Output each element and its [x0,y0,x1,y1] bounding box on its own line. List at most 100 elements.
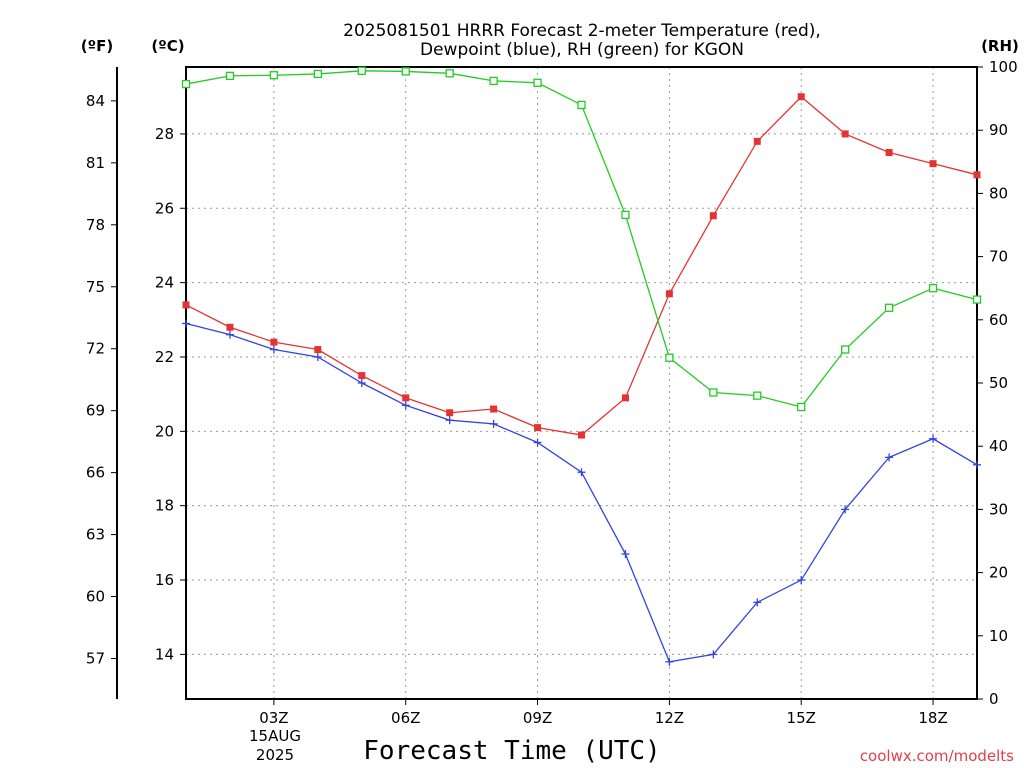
temperature-point [621,394,629,402]
rh-point [269,71,279,80]
dewpoint-point [489,419,498,428]
rh-point [577,100,586,110]
date-year-label: 2025 [256,746,294,764]
celsius-tick-label: 18 [155,497,174,515]
rh-point [533,78,542,87]
rh-tick-label: 50 [989,374,1008,392]
x-tick-label: 06Z [391,709,420,727]
temperature-point [358,372,366,380]
temperature-point [182,301,190,309]
dewpoint-point [885,453,894,462]
fahrenheit-tick-label: 75 [86,278,105,296]
dewpoint-point [401,401,410,410]
temperature-point [841,130,849,138]
rh-point [841,345,850,354]
axes [116,66,978,700]
temperature-point [929,160,937,168]
dewpoint-point [665,657,674,666]
dewpoint-point [973,460,981,469]
dewpoint-point [357,379,366,387]
temperature-point [665,290,673,298]
x-tick-label: 03Z [259,709,288,727]
x-tick-label: 15Z [787,709,816,727]
x-axis-title: Forecast Time (UTC) [363,736,660,766]
rh-tick-label: 10 [989,627,1008,645]
fahrenheit-tick-label: 81 [86,154,105,172]
fahrenheit-tick-label: 60 [86,588,105,606]
rh-point [665,353,674,362]
celsius-tick-label: 14 [155,645,174,663]
dewpoint-point [225,330,234,339]
dewpoint-point [753,598,762,607]
credit-label: coolwx.com/modelts [860,747,1014,765]
dewpoint-point [445,416,454,425]
date-day-label: 15AUG [249,727,301,745]
temperature-point [270,338,278,346]
x-tick-label: 09Z [523,709,552,727]
rh-tick-label: 90 [989,121,1008,139]
temperature-point [709,212,717,220]
rh-unit-label: (RH) [981,37,1019,55]
rh-tick-label: 20 [989,564,1008,582]
rh-point [621,210,630,220]
rh-point [445,69,454,78]
fahrenheit-unit-label: (ºF) [81,37,113,55]
data-series [181,66,982,666]
chart-title-line2: Dewpoint (blue), RH (green) for KGON [420,40,744,60]
grid-lines [186,67,977,699]
temperature-point [446,409,454,417]
rh-tick-label: 60 [989,311,1008,329]
dewpoint-point [313,352,322,361]
celsius-tick-label: 24 [155,274,174,292]
rh-tick-label: 30 [989,500,1008,518]
rh-point [928,284,938,293]
temperature-point [226,323,234,331]
temperature-line [185,95,978,436]
temperature-point [314,346,322,354]
plot-frame [185,66,978,700]
rh-point [401,67,410,76]
rh-tick-label: 100 [989,58,1018,76]
temperature-point [797,93,805,101]
temperature-point [402,394,410,402]
temperature-point [885,149,893,157]
fahrenheit-tick-label: 69 [86,402,105,420]
fahrenheit-tick-label: 63 [86,526,105,544]
x-tick-label: 12Z [655,709,684,727]
dewpoint-point [841,505,850,514]
fahrenheit-tick-label: 78 [86,216,105,234]
fahrenheit-tick-label: 57 [86,650,105,668]
temperature-point [578,431,585,439]
dewpoint-point [621,550,630,559]
dewpoint-point [709,650,718,659]
celsius-tick-label: 20 [155,422,174,440]
dewpoint-point [182,319,190,328]
rh-point [753,391,762,400]
temperature-point [534,424,542,432]
temperature-point [753,137,761,145]
rh-point [709,388,718,397]
celsius-tick-label: 22 [155,348,174,366]
dewpoint-point [797,576,806,585]
temperature-point [973,171,981,179]
temperature-point [490,405,498,413]
dewpoint-point [929,434,938,443]
rh-tick-label: 0 [989,690,999,708]
rh-tick-label: 70 [989,248,1008,266]
rh-point [181,79,191,89]
celsius-unit-label: (ºC) [151,37,184,55]
rh-point [972,295,982,304]
rh-point [313,69,322,79]
fahrenheit-tick-label: 72 [86,340,105,358]
chart-title-line1: 2025081501 HRRR Forecast 2-meter Tempera… [343,21,821,41]
rh-point [225,71,235,80]
rh-point [357,66,366,75]
rh-point [797,402,806,412]
rh-point [489,76,498,86]
dewpoint-line [185,322,978,663]
tick-labels: 03Z 06Z 09Z 12Z 15Z 18Z 14 16 18 20 22 24 26 28 57 60 63… [86,58,1018,727]
celsius-tick-label: 16 [155,571,174,589]
dewpoint-point [533,438,542,447]
dewpoint-point [269,345,278,354]
